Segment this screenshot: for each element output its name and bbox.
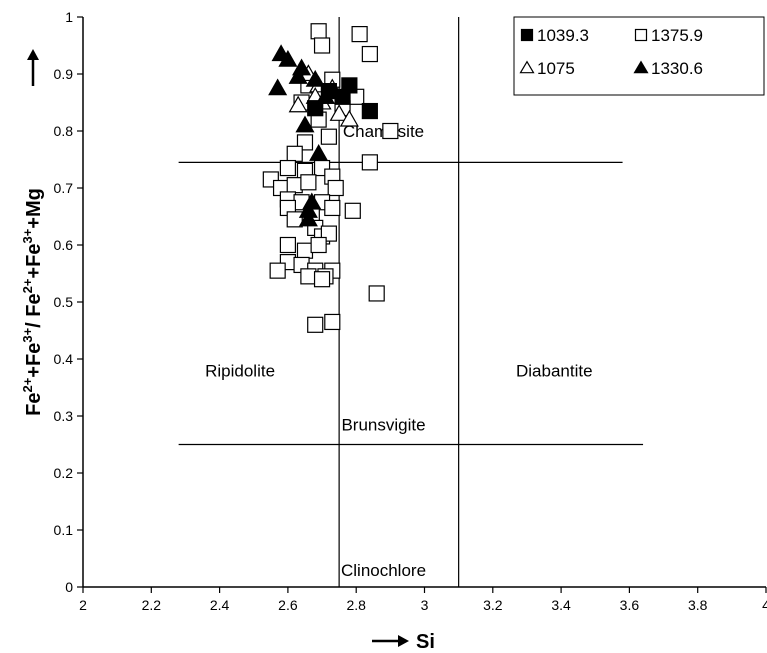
y-tick-label: 1: [65, 9, 73, 25]
x-tick-label: 4: [762, 597, 767, 613]
legend-marker-1330-6: [633, 60, 649, 74]
classification-boundaries: [178, 17, 644, 587]
y-tick-label: 0.5: [54, 294, 74, 310]
series-1039-3-point: [361, 102, 378, 120]
series-1375-9-point: [368, 285, 385, 302]
series-1375-9-point: [296, 242, 314, 259]
x-tick-label: 3: [421, 597, 429, 613]
region-label-ripidolite: Ripidolite: [205, 361, 275, 380]
legend-marker-1375-9: [634, 28, 648, 42]
series-1375-9-point: [286, 145, 303, 162]
series-1330-6-point: [302, 192, 322, 210]
region-label-brunsvigite: Brunsvigite: [341, 416, 425, 435]
series-1330-6-point: [309, 144, 329, 161]
series-1375-9-point: [279, 236, 296, 254]
legend-label: 1075: [537, 59, 575, 78]
y-axis-arrow-icon: [27, 49, 39, 86]
series-1375-9-point: [361, 154, 378, 171]
y-tick-label: 0.8: [54, 123, 74, 139]
series-1075-point: [329, 104, 349, 121]
series-1330-6-point: [315, 87, 335, 104]
y-label-plus-fe-1: +Fe: [23, 343, 45, 378]
y-tick-label: 0.1: [54, 522, 74, 538]
y-axis-title: Fe2++Fe3+/ Fe2++Fe3++Mg: [20, 49, 45, 416]
series-1330-6-point: [288, 67, 308, 84]
data-points: [262, 23, 399, 333]
series-1375-9-point: [344, 202, 361, 219]
region-label-clinochlore: Clinochlore: [341, 561, 426, 580]
series-1375-9-point: [286, 211, 303, 228]
region-labels: ChamositeRipidoliteDiabantiteBrunsvigite…: [205, 122, 592, 580]
legend: 1039.3 1375.9 1075 1330.6: [513, 16, 765, 96]
y-tick-label: 0: [65, 579, 73, 595]
series-1375-9-point: [300, 268, 317, 285]
series-1375-9-point: [327, 179, 344, 197]
x-tick-label: 2.6: [278, 597, 298, 613]
series-1375-9-point: [324, 313, 341, 331]
series-1375-9-point: [313, 271, 331, 288]
x-tick-label: 2.4: [210, 597, 230, 613]
legend-marker-1075: [519, 60, 535, 74]
y-label-slash-fe: / Fe: [23, 293, 45, 327]
series-1375-9-point: [269, 262, 286, 279]
series-1375-9-point: [300, 174, 317, 191]
x-axis-label: Si: [416, 631, 435, 653]
region-label-diabantite: Diabantite: [516, 361, 593, 380]
series-1039-3-point: [334, 88, 351, 105]
x-axis-arrow-icon: [372, 635, 409, 647]
x-axis-title: Si: [372, 631, 435, 653]
svg-text:Fe2++Fe3+/ Fe2++Fe3++Mg: Fe2++Fe3+/ Fe2++Fe3++Mg: [20, 188, 45, 416]
x-tick-label: 3.8: [688, 597, 708, 613]
y-label-sup-4: 3+: [20, 228, 35, 243]
series-1375-9-point: [324, 199, 341, 217]
x-tick-label: 2.2: [142, 597, 162, 613]
y-label-fe: Fe: [23, 393, 45, 416]
series-1375-9-point: [310, 236, 327, 254]
y-tick-label: 0.7: [54, 180, 74, 196]
x-tick-label: 2.8: [346, 597, 366, 613]
legend-marker-1039-3: [520, 28, 534, 42]
series-1375-9-point: [320, 128, 337, 145]
y-label-sup-1: 2+: [20, 377, 35, 392]
series-1375-9-point: [310, 23, 327, 40]
series-1375-9-point: [351, 26, 368, 43]
legend-label: 1330.6: [651, 59, 703, 78]
series-1075-point: [288, 95, 308, 113]
y-label-sup-3: 2+: [20, 278, 35, 293]
series-1375-9-point: [279, 159, 296, 177]
series-1039-3-point: [307, 100, 324, 117]
y-tick-label: 0.4: [54, 351, 74, 367]
x-tick-label: 2: [79, 597, 87, 613]
y-tick-label: 0.9: [54, 66, 74, 82]
series-1330-6-point: [295, 115, 315, 133]
y-tick-label: 0.6: [54, 237, 74, 253]
series-1375-9-point: [382, 122, 399, 140]
y-tick-label: 0.2: [54, 465, 74, 481]
y-label-sup-2: 3+: [20, 327, 35, 342]
plot-area: [82, 17, 766, 588]
y-label-plus-fe-2: +Fe: [23, 244, 45, 279]
series-1375-9-point: [286, 177, 303, 194]
series-1330-6-point: [298, 209, 318, 227]
series-1375-9-point: [361, 45, 378, 63]
y-label-plus-mg: +Mg: [23, 188, 45, 229]
axis-ticks: 2 2.2 2.4 2.6 2.8 3 3.2 3.4 3.6 3.8 4 0 0.1 0.2 0.3 0.4…: [54, 9, 767, 613]
legend-label: 1039.3: [537, 26, 589, 45]
series-1330-6-point: [268, 78, 288, 96]
series-1330-6-point: [278, 49, 298, 67]
y-tick-label: 0.3: [54, 408, 74, 424]
series-1375-9-point: [313, 37, 331, 54]
x-tick-label: 3.6: [620, 597, 640, 613]
series-1075-point: [339, 109, 359, 127]
legend-label: 1375.9: [651, 26, 703, 45]
x-tick-label: 3.4: [551, 597, 571, 613]
series-1375-9-point: [307, 316, 324, 333]
series-1330-6-point: [305, 69, 325, 87]
x-tick-label: 3.2: [483, 597, 503, 613]
